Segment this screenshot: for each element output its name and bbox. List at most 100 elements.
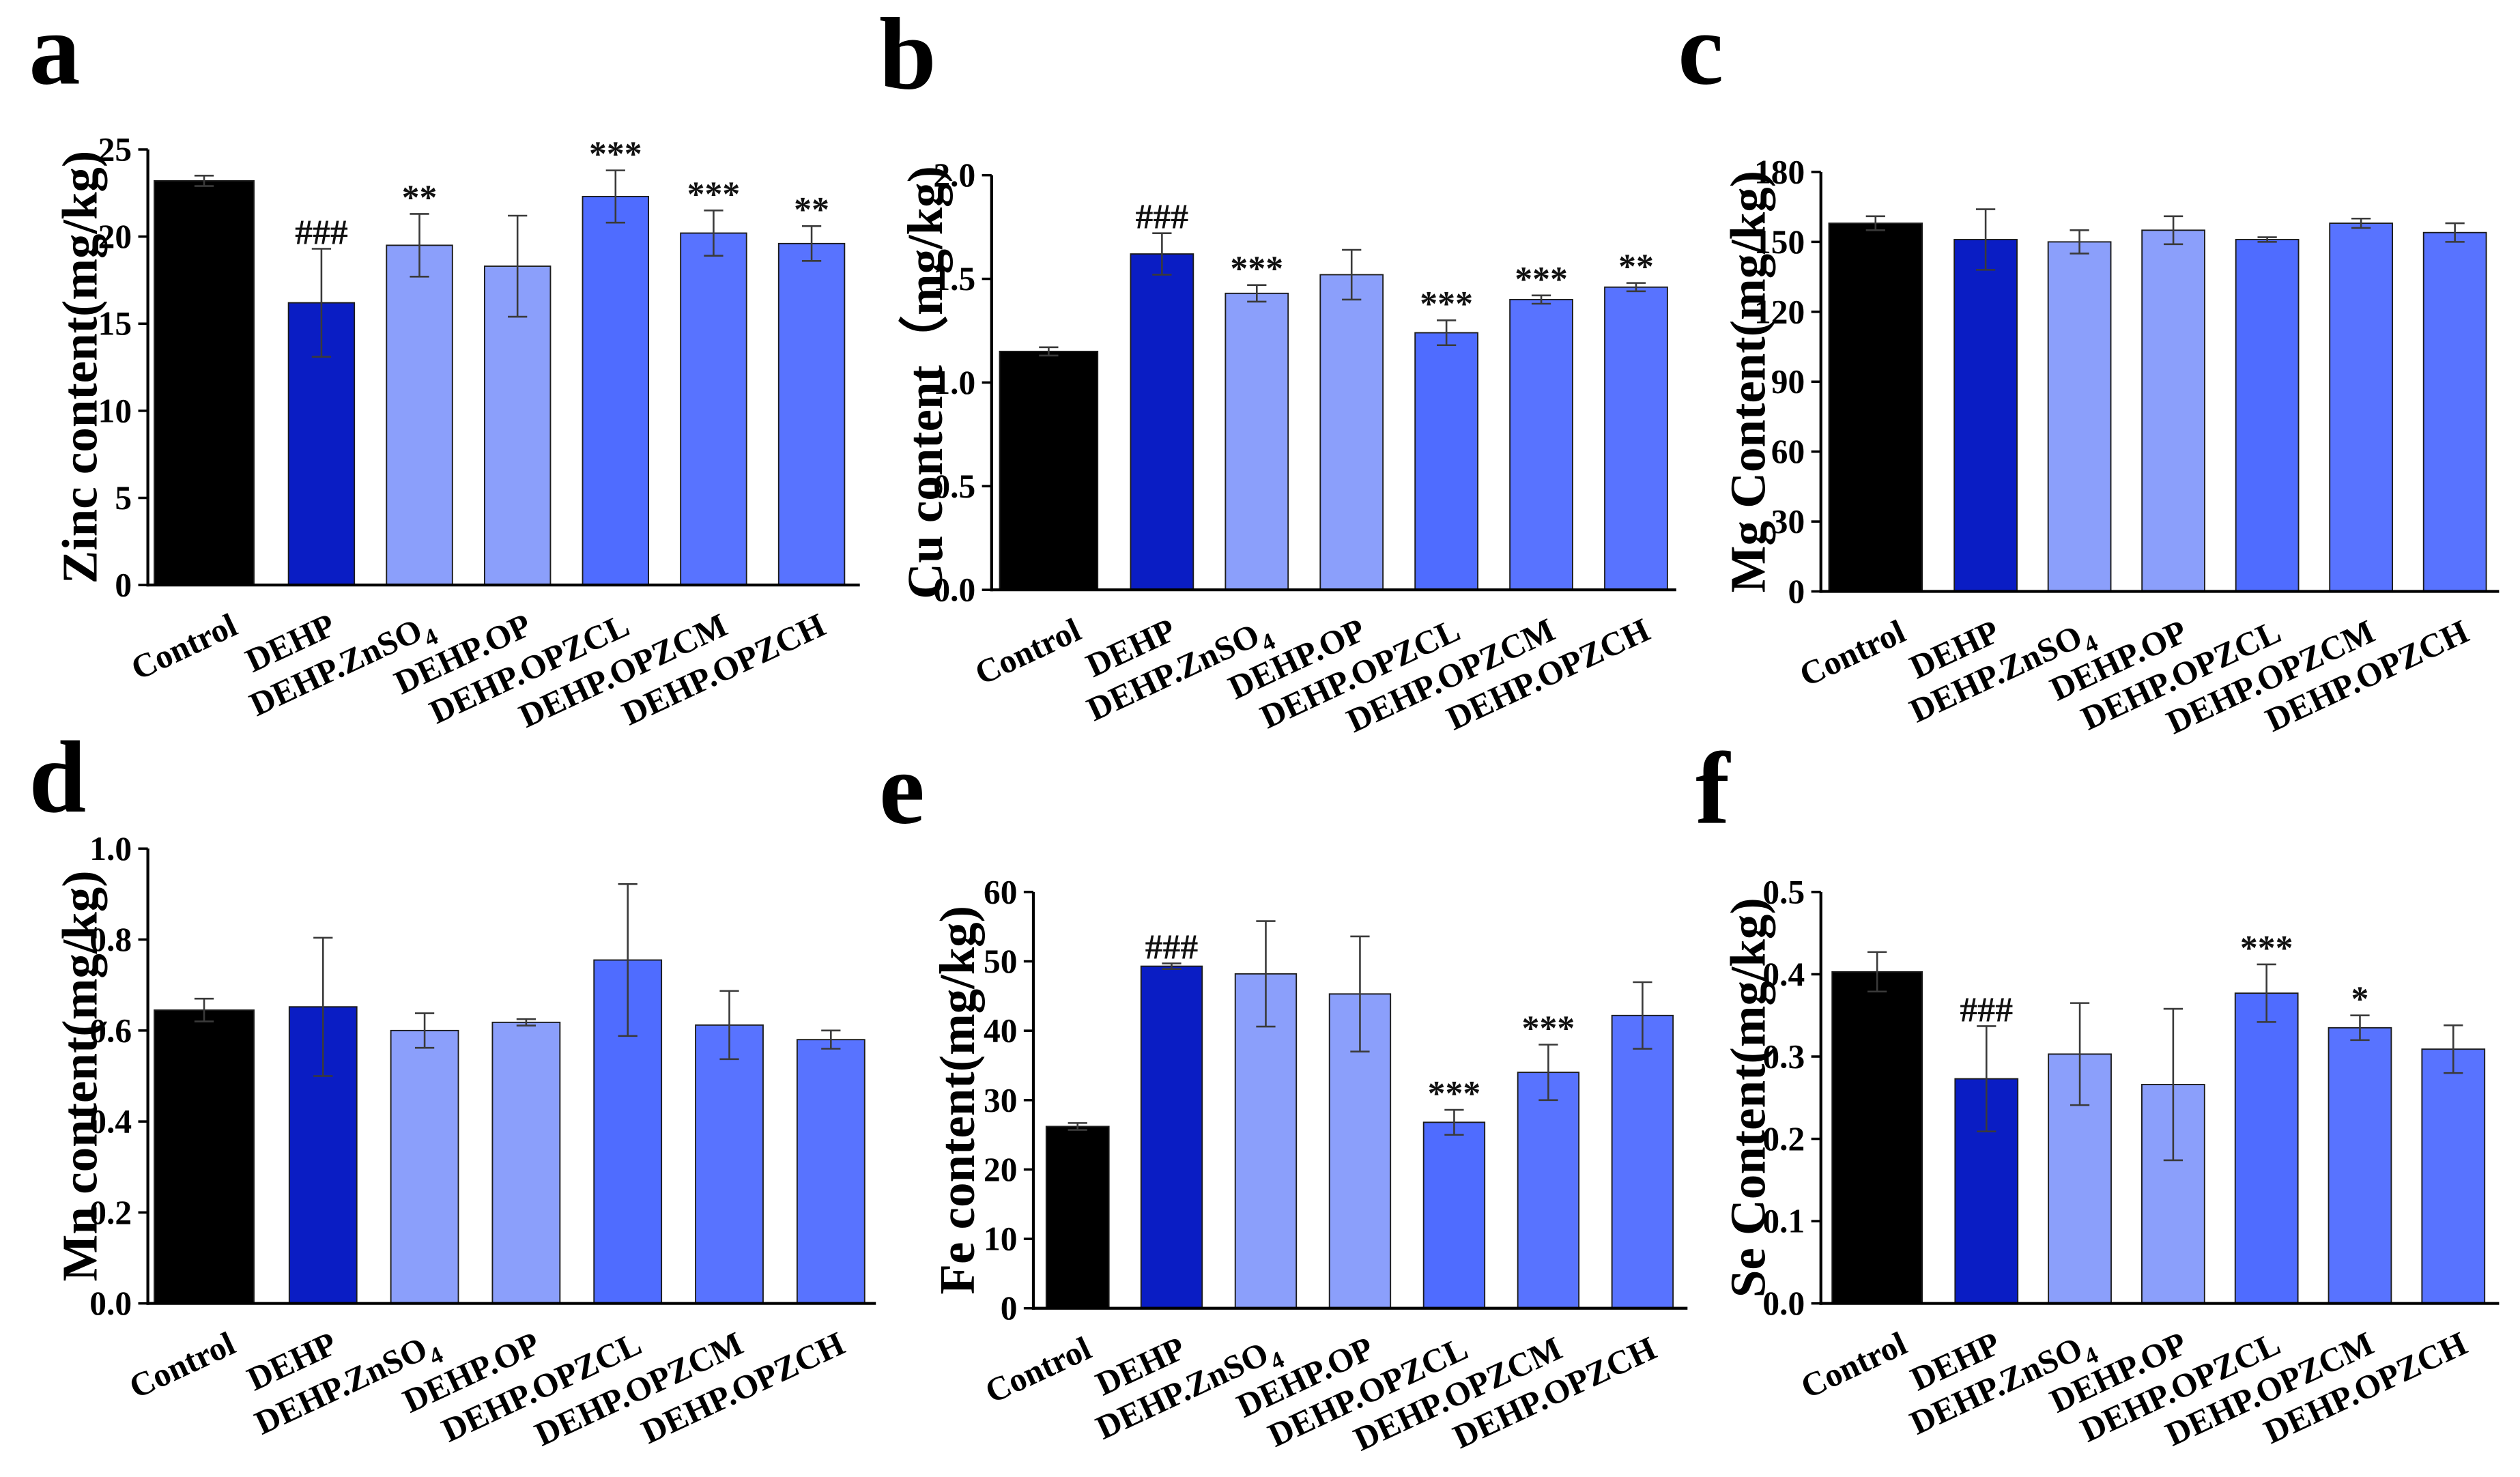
y-tick-label: 0.0 — [1762, 1285, 1805, 1322]
y-tick-label: 0 — [1001, 1289, 1018, 1327]
y-tick-label: 150 — [1754, 223, 1805, 261]
bar-c-dehp-znso4 — [2047, 241, 2112, 592]
error-bar-d-dehp-opzcl — [618, 883, 638, 1037]
significance-label-b-dehp-opzcl: *** — [1420, 285, 1473, 324]
bar-f-dehp-opzch — [2421, 1048, 2486, 1304]
y-tick-label: 30 — [1771, 503, 1805, 541]
y-tick-label: 2.0 — [933, 156, 975, 194]
panel-e: eControl###DEHPDEHP.ZnSO4DEHP.OP***DEHP.… — [879, 732, 1688, 1458]
error-bar-b-dehp-op — [1342, 248, 1362, 301]
significance-label-a-dehp-opzcl: *** — [589, 135, 642, 174]
significance-label-f-dehp: ### — [1960, 990, 2013, 1029]
x-tick-label-a-control: Control — [126, 606, 243, 687]
y-tick-label: 15 — [98, 305, 132, 343]
error-bar-f-dehp-opzcm — [2350, 1014, 2370, 1042]
panel-a: aControl###DEHP**DEHP.ZnSO4DEHP.OP***DEH… — [29, 0, 860, 735]
error-bar-f-dehp-opzch — [2444, 1024, 2463, 1074]
y-tick-label: 1.0 — [933, 364, 975, 401]
significance-label-e-dehp-opzcm: *** — [1522, 1009, 1575, 1048]
error-bar-d-dehp-znso4 — [414, 1012, 435, 1049]
bar-c-dehp-opzcm — [2329, 223, 2393, 592]
y-tick-label: 0 — [1788, 573, 1805, 610]
y-tick-label: 90 — [1771, 363, 1805, 401]
y-tick-label: 5 — [115, 479, 132, 517]
error-bar-f-dehp — [1977, 1025, 1996, 1133]
y-tick-label: 0.0 — [933, 571, 975, 609]
significance-label-e-dehp: ### — [1145, 928, 1199, 967]
error-bar-a-control — [194, 174, 214, 187]
error-bar-e-control — [1068, 1122, 1087, 1131]
error-bar-d-control — [194, 997, 214, 1022]
error-bar-e-dehp-opzcl — [1444, 1108, 1464, 1136]
bar-f-dehp-opzcm — [2328, 1027, 2392, 1304]
bar-a-dehp-opzcl — [582, 195, 650, 586]
panel-f: fControl###DEHPDEHP.ZnSO4DEHP.OP***DEHP.… — [1695, 732, 2500, 1453]
bar-b-control — [999, 350, 1099, 591]
bar-c-control — [1828, 223, 1923, 592]
error-bar-a-dehp-opzcl — [605, 169, 625, 224]
error-bar-e-dehp-opzcm — [1538, 1044, 1558, 1102]
error-bar-b-dehp-opzcl — [1437, 319, 1457, 347]
y-tick-label: 180 — [1754, 153, 1805, 190]
y-axis-title: Fe content(mg/kg) — [930, 906, 985, 1295]
error-bar-a-dehp — [311, 248, 332, 358]
y-tick-label: 1.5 — [933, 260, 975, 298]
bar-c-dehp-opzch — [2422, 231, 2487, 592]
y-tick-label: 30 — [984, 1081, 1017, 1119]
error-bar-b-dehp-opzcm — [1531, 294, 1551, 305]
bar-b-dehp-opzcl — [1414, 332, 1478, 591]
bar-d-dehp-op — [491, 1021, 561, 1304]
y-tick-label: 10 — [984, 1220, 1017, 1258]
bar-d-dehp-opzcm — [695, 1024, 764, 1304]
panel-b: bControl###DEHP***DEHP.ZnSO4DEHP.OP***DE… — [879, 0, 1676, 740]
bar-a-control — [154, 180, 255, 586]
error-bar-a-dehp-opzcm — [704, 210, 724, 257]
error-bar-f-control — [1867, 951, 1887, 993]
significance-label-a-dehp: ### — [295, 213, 348, 252]
y-tick-label: 60 — [1771, 433, 1805, 470]
bar-e-dehp — [1140, 965, 1203, 1309]
significance-label-e-dehp-opzcl: *** — [1428, 1074, 1481, 1113]
error-bar-a-dehp-op — [508, 214, 528, 318]
bar-c-dehp-op — [2141, 229, 2205, 592]
y-tick-label: 0.0 — [89, 1285, 132, 1322]
y-axis-title: Cu content（mg/kg) — [898, 166, 953, 599]
y-tick-label: 60 — [984, 873, 1017, 910]
panel-letter: e — [879, 732, 925, 846]
error-bar-e-dehp-opzch — [1633, 981, 1652, 1050]
error-bar-d-dehp-op — [516, 1018, 536, 1027]
error-bar-a-dehp-opzch — [801, 225, 822, 262]
y-tick-label: 0.5 — [1762, 873, 1805, 910]
error-bar-f-dehp-op — [2163, 1007, 2183, 1162]
error-bar-c-dehp-opzcl — [2257, 236, 2277, 243]
error-bar-b-dehp-znso4 — [1247, 284, 1267, 303]
bar-e-control — [1045, 1125, 1110, 1309]
error-bar-c-dehp — [1975, 208, 1996, 271]
significance-label-b-dehp: ### — [1136, 198, 1189, 237]
y-axis-title: Zinc content(mg/kg) — [52, 151, 107, 584]
y-tick-label: 0.6 — [89, 1012, 132, 1049]
y-tick-label: 0.5 — [933, 468, 975, 505]
bar-b-dehp-op — [1319, 274, 1384, 591]
y-tick-label: 0 — [115, 567, 132, 604]
significance-label-f-dehp-opzcl: *** — [2240, 929, 2293, 968]
y-tick-label: 0.2 — [1762, 1120, 1805, 1158]
y-tick-label: 40 — [984, 1012, 1017, 1050]
panel-letter: b — [879, 0, 936, 111]
error-bar-f-dehp-znso4 — [2070, 1002, 2090, 1106]
bar-e-dehp-opzch — [1611, 1014, 1674, 1309]
bar-f-dehp-opzcl — [2234, 992, 2299, 1304]
y-tick-label: 0.1 — [1762, 1203, 1805, 1240]
panel-c: cControlDEHPDEHP.ZnSO4DEHP.OPDEHP.OPZCLD… — [1678, 0, 2500, 741]
error-bar-b-control — [1039, 346, 1059, 357]
significance-label-b-dehp-opzch: ** — [1618, 248, 1654, 287]
y-tick-label: 10 — [98, 392, 132, 429]
y-tick-label: 1.0 — [89, 830, 132, 867]
bar-e-dehp-opzcl — [1422, 1121, 1486, 1309]
error-bar-e-dehp-op — [1350, 935, 1370, 1052]
y-tick-label: 25 — [98, 130, 132, 168]
panel-letter: f — [1695, 732, 1731, 846]
x-tick-label-f-control: Control — [1795, 1324, 1913, 1405]
y-tick-label: 0.2 — [89, 1194, 132, 1231]
